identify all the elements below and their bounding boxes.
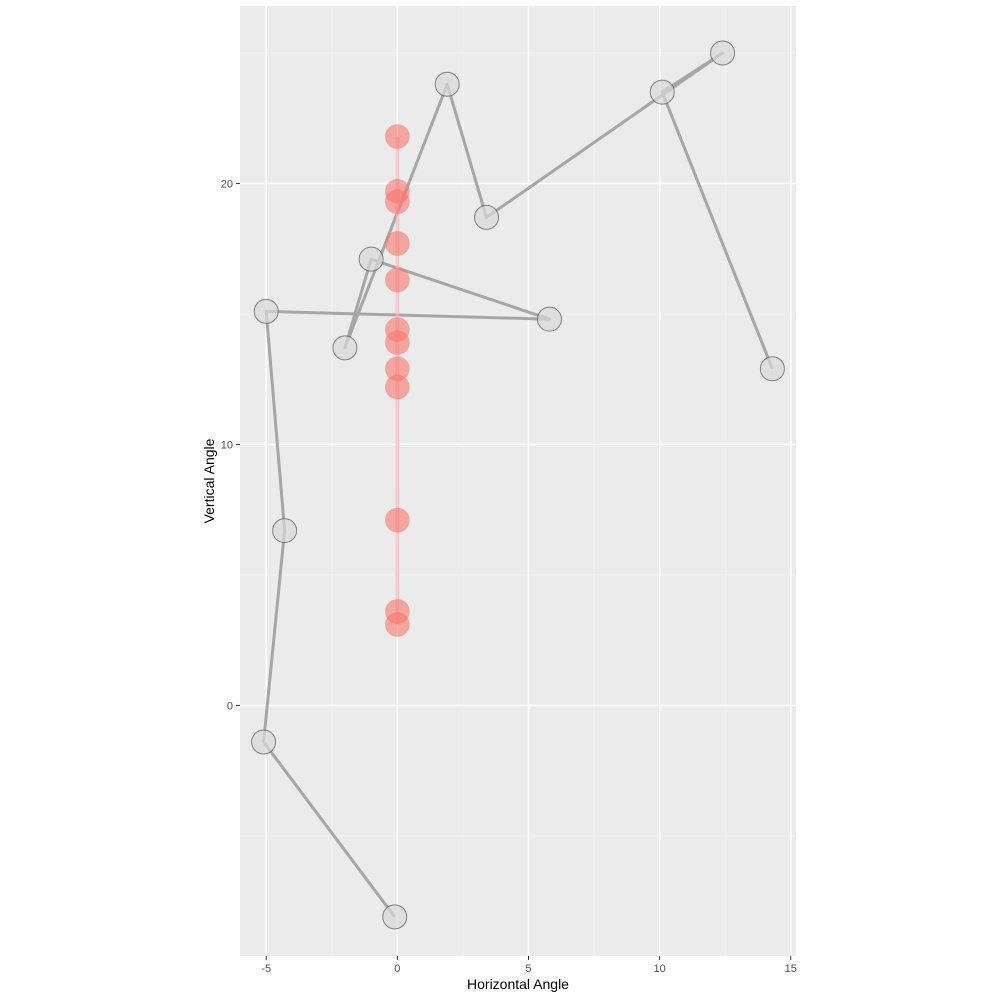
x-tick-label: 10: [653, 963, 665, 975]
series-2-point: [384, 507, 410, 533]
series-2-point: [384, 231, 410, 256]
series-1-point: [649, 79, 675, 105]
series-1-point: [434, 71, 460, 97]
series-1-point: [358, 246, 384, 272]
x-axis: -5 0 5 10 15: [261, 956, 797, 975]
series-2-point: [384, 189, 410, 215]
series-1-point: [253, 298, 279, 324]
series-2-point: [384, 612, 410, 638]
major-gridlines: [240, 6, 796, 956]
x-tick-label: 5: [525, 963, 531, 975]
series-1-point: [710, 40, 736, 66]
series-1-point: [382, 904, 408, 930]
series-1-point: [759, 356, 785, 382]
series-2-point: [384, 267, 410, 293]
series-1-point: [332, 335, 358, 361]
series-2-point: [384, 374, 410, 400]
series-1-point: [474, 204, 500, 230]
series-1-point: [251, 729, 277, 755]
series-1-point: [272, 518, 298, 544]
y-tick-label: 0: [227, 700, 233, 712]
x-tick-label: -5: [261, 963, 271, 975]
x-axis-title: Horizontal Angle: [467, 976, 569, 992]
series-2-point: [384, 330, 410, 356]
y-tick-label: 20: [221, 178, 233, 190]
plot-panel-background: [240, 6, 796, 956]
series-points: [251, 40, 785, 930]
x-tick-label: 15: [785, 963, 797, 975]
y-tick-label: 10: [221, 439, 233, 451]
series-2-point: [384, 123, 410, 149]
series-1-point: [536, 306, 562, 332]
y-axis-title: Vertical Angle: [201, 438, 217, 523]
y-axis: 0 10 20: [221, 178, 240, 712]
x-tick-label: 0: [394, 963, 400, 975]
